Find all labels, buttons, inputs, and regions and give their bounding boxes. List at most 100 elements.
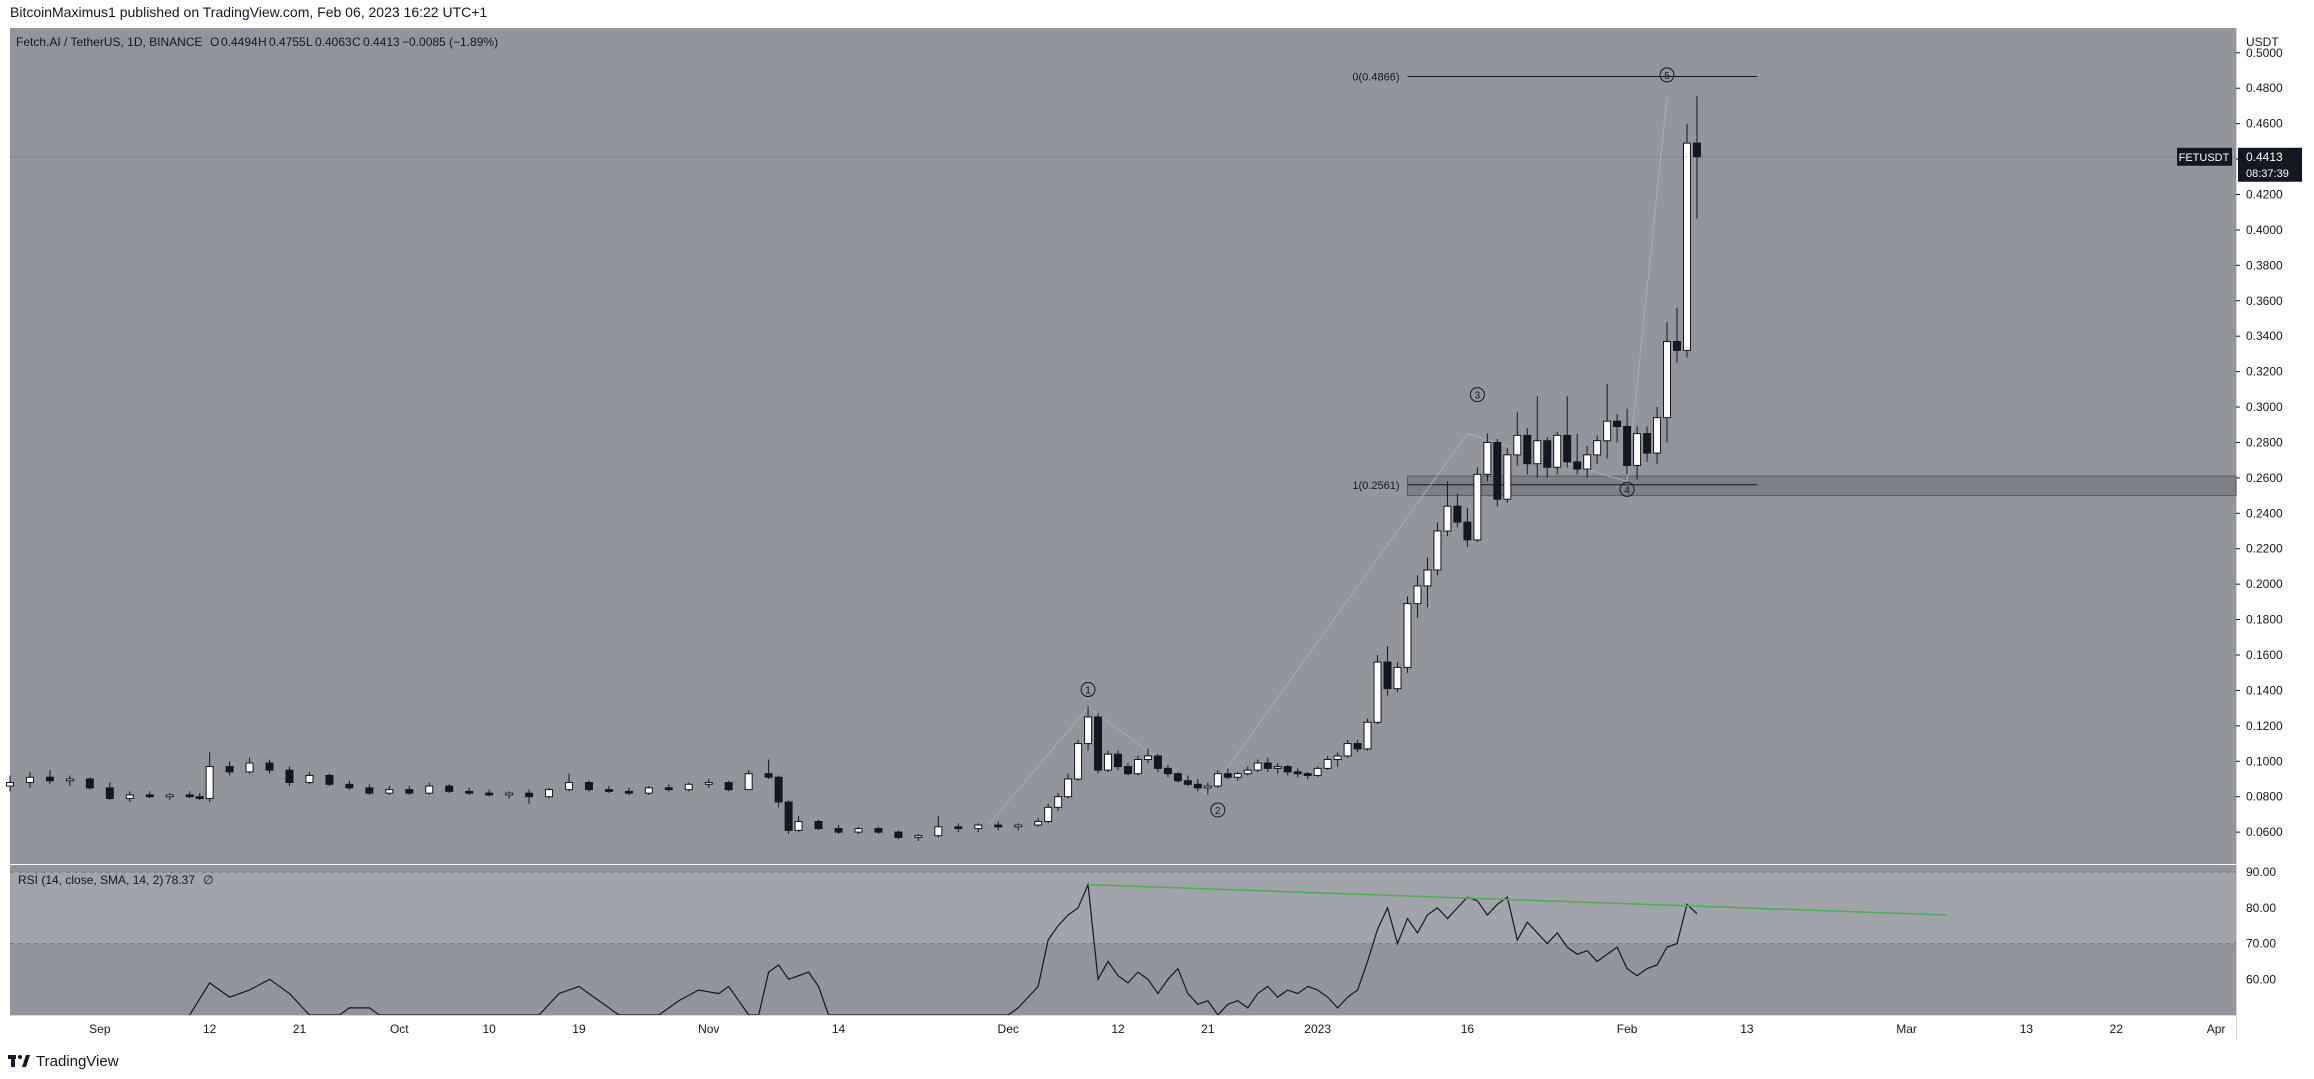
candle-down [1193, 778, 1202, 792]
price-tick-label: 0.3600 [2246, 294, 2283, 308]
tradingview-logo[interactable]: TradingView [8, 1050, 119, 1072]
candle-up [1253, 759, 1262, 772]
candle-up [1233, 771, 1242, 781]
candle-up [1473, 467, 1482, 542]
candle-down [85, 777, 94, 790]
time-tick-label: Oct [390, 1022, 409, 1036]
price-tick-label: 0.2800 [2246, 435, 2283, 449]
time-tick-label: 19 [572, 1022, 586, 1036]
candle-body [814, 820, 823, 830]
candle-body [774, 776, 783, 803]
candle-body [1333, 755, 1342, 761]
wave-label-text: 2 [1215, 806, 1221, 817]
candle-body [565, 782, 573, 791]
candle-body [644, 787, 653, 794]
candle-down [1613, 414, 1622, 443]
candle-up [245, 757, 254, 774]
candle-up [704, 778, 713, 788]
candle-body [1223, 773, 1232, 778]
candle-up [1333, 752, 1342, 767]
candle-body [405, 789, 414, 794]
candle-down [604, 786, 613, 794]
candle-down [1383, 646, 1392, 696]
candle-body [1064, 778, 1073, 798]
candles [6, 96, 1701, 841]
candle-down [814, 819, 823, 831]
rsi-tick-label: 70.00 [2246, 937, 2276, 951]
candle-body [854, 828, 863, 833]
candle-down [285, 766, 294, 787]
candle-body [1673, 341, 1681, 351]
candle-down [1563, 396, 1572, 468]
candle-body [1343, 743, 1352, 757]
wave-label-circle [1210, 802, 1226, 818]
time-tick-label: Feb [1617, 1022, 1638, 1036]
wave-label-text: 4 [1624, 485, 1630, 496]
candle-body [25, 776, 34, 784]
candle-body [505, 792, 514, 796]
ohlc-change: −0.0085 (−1.89%) [402, 35, 498, 49]
candle-up [1593, 435, 1602, 464]
candle-down [445, 784, 454, 794]
candle-body [1074, 743, 1083, 780]
candle-down [1123, 763, 1132, 776]
ohlc-low-label: L [306, 35, 313, 49]
publisher-name[interactable]: BitcoinMaximus1 [10, 4, 116, 20]
candle-body [1603, 420, 1612, 442]
price-tick-label: 0.1600 [2246, 648, 2283, 662]
candle-body [724, 782, 733, 791]
candle-down [1353, 740, 1362, 753]
time-tick-label: Sep [89, 1022, 111, 1036]
rsi-title: RSI (14, close, SMA, 14, 2) [18, 873, 163, 887]
candle-up [1313, 766, 1322, 778]
rsi-tick-label: 60.00 [2246, 972, 2276, 986]
wave-label-text: 5 [1664, 71, 1670, 82]
candle-body [1553, 434, 1562, 468]
candle-up [914, 833, 923, 841]
candle-body [1443, 505, 1452, 532]
candle-down [1463, 507, 1472, 547]
time-tick-label: 13 [2020, 1022, 2034, 1036]
candle-body [105, 787, 114, 799]
candle-body [1313, 767, 1322, 776]
candle-down [405, 786, 414, 795]
candle-up [794, 816, 803, 833]
time-tick-label: 22 [2110, 1022, 2124, 1036]
candle-body [1283, 766, 1292, 773]
time-tick-label: Nov [698, 1022, 719, 1036]
time-tick-label: 21 [1201, 1022, 1215, 1036]
candle-body [325, 774, 334, 785]
candle-up [1343, 740, 1352, 758]
rsi-pane[interactable] [10, 864, 2236, 1016]
candle-down [525, 789, 534, 804]
price-tick-label: 0.3800 [2246, 258, 2283, 272]
rsi-band [10, 872, 2236, 944]
candle-body [1453, 505, 1462, 523]
candle-body [874, 828, 883, 833]
candle-body [1104, 753, 1113, 771]
candle-body [1323, 759, 1332, 769]
candle-up [1133, 755, 1142, 776]
candle-down [325, 773, 334, 787]
price-pane[interactable] [10, 28, 2236, 864]
last-price-value: 0.4413 [2246, 150, 2283, 164]
candle-body [704, 782, 713, 785]
candle-up [165, 793, 174, 801]
candle-down [774, 775, 783, 808]
candle-down [1453, 493, 1462, 528]
candle-up [1323, 755, 1332, 771]
trading-chart[interactable]: 0.50000.48000.46000.44000.42000.40000.38… [0, 0, 2314, 1055]
candle-body [1153, 755, 1162, 769]
ohlc-close-label: C [352, 35, 361, 49]
candle-body [365, 787, 374, 794]
wave-label-1: 1 [1080, 682, 1096, 698]
candle-body [1403, 603, 1412, 668]
time-tick-label: 13 [1740, 1022, 1754, 1036]
candle-up [6, 775, 14, 792]
candle-down [1623, 408, 1632, 475]
candle-up [1213, 770, 1222, 788]
candle-up [1443, 481, 1452, 537]
time-tick-label: 16 [1461, 1022, 1475, 1036]
price-tick-label: 0.4800 [2246, 81, 2283, 95]
candle-up [1513, 412, 1522, 466]
